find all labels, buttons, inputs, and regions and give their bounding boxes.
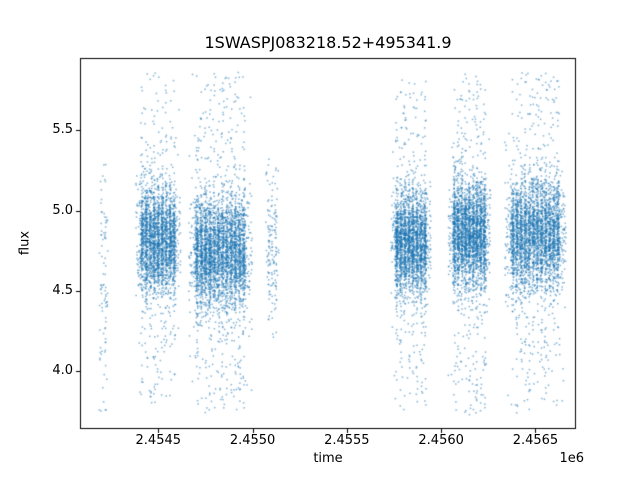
x-tick-label: 2.4550 xyxy=(229,433,276,448)
x-tick-label: 2.4560 xyxy=(418,433,464,448)
x-tick-label: 2.4545 xyxy=(135,433,182,448)
y-tick-label: 4.0 xyxy=(52,363,73,379)
x-axis-offset-label: 1e6 xyxy=(559,451,584,466)
x-axis-label: time xyxy=(313,451,343,466)
y-tick-label: 5.0 xyxy=(52,202,73,218)
x-tick-label: 2.4565 xyxy=(512,433,559,448)
y-tick-label: 5.5 xyxy=(52,122,73,138)
chart-title: 1SWASPJ083218.52+495341.9 xyxy=(204,33,452,52)
y-axis-label: flux xyxy=(17,230,33,256)
y-tick-label: 4.5 xyxy=(52,282,73,298)
x-tick-label: 2.4555 xyxy=(324,433,370,448)
